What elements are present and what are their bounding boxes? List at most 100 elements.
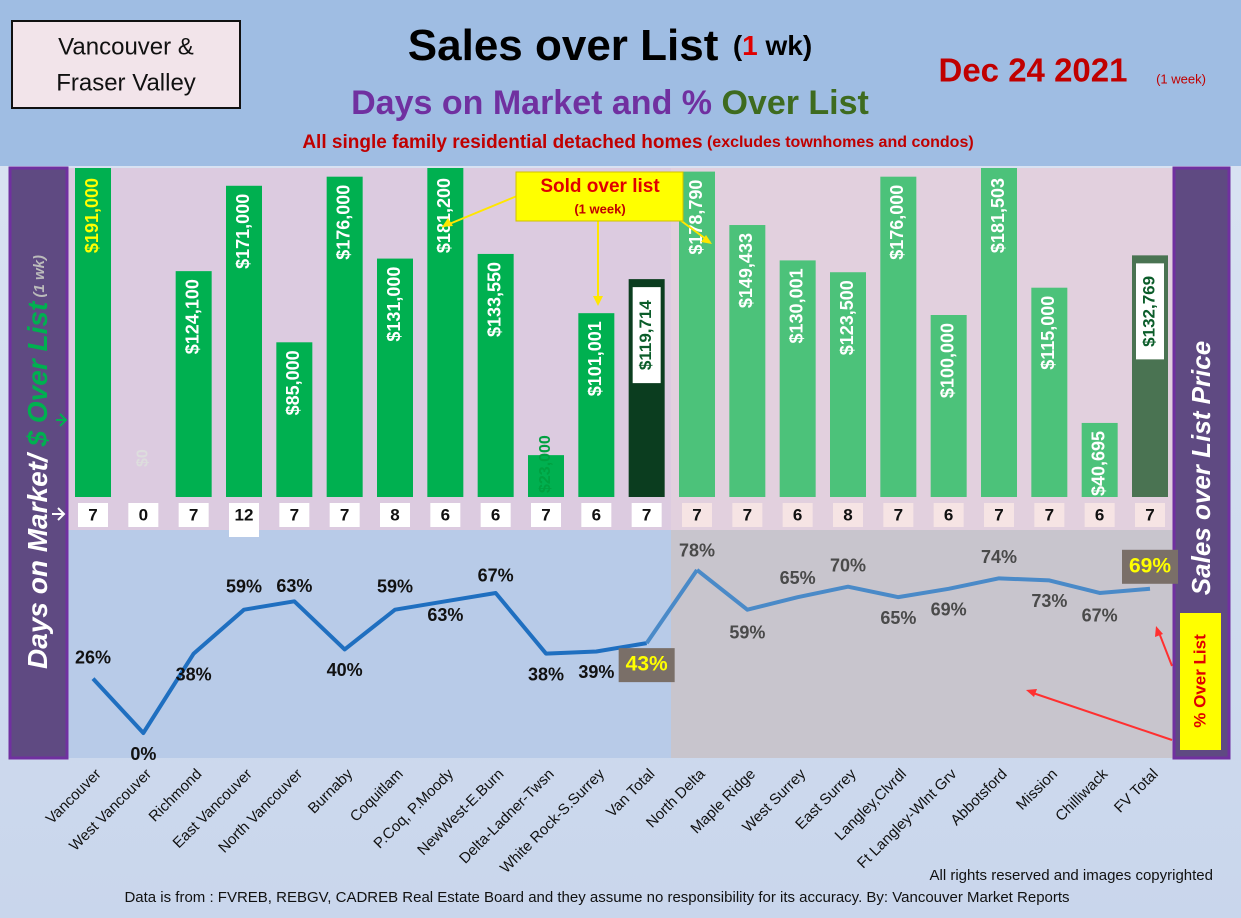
callout-text: % Over List — [1190, 634, 1209, 728]
value-label: 0% — [130, 744, 156, 764]
days-box — [581, 503, 612, 527]
title-note: wk) — [758, 30, 812, 61]
subtitle: Days on Market and % — [351, 84, 721, 122]
bar — [377, 258, 413, 497]
value-label: $0 — [135, 449, 152, 467]
days-box — [933, 503, 964, 527]
days-label: 0 — [139, 505, 148, 524]
left-axis-label: Days on Market/ $ Over List (1 wk) — [22, 255, 53, 669]
value-label: 43% — [626, 653, 668, 676]
subtitle-group: Days on Market and % Over List — [351, 84, 869, 122]
date-note: (1 week) — [1156, 71, 1206, 86]
days-label: 6 — [592, 505, 601, 524]
value-label: $123,500 — [837, 280, 857, 355]
value-label: $130,001 — [786, 268, 806, 343]
days-label: 7 — [541, 505, 550, 524]
description-group: All single family residential detached h… — [302, 132, 973, 153]
value-label: $101,001 — [585, 321, 605, 396]
value-label: $149,433 — [736, 233, 756, 308]
days-box — [128, 503, 159, 527]
value-label-box — [1136, 263, 1164, 360]
bar — [528, 455, 564, 497]
value-label: $191,000 — [82, 178, 102, 253]
bar — [1031, 287, 1068, 497]
region-box — [11, 20, 241, 109]
date: Dec 24 2021 — [939, 52, 1128, 89]
value-label: $119,714 — [636, 300, 655, 371]
days-label: 7 — [642, 505, 651, 524]
bar — [578, 313, 615, 497]
value-label: 63% — [427, 605, 463, 625]
days-label: 12 — [235, 505, 254, 524]
chart-title-group: Sales over List (1 wk) — [408, 21, 812, 70]
bar — [880, 176, 917, 497]
bar — [1081, 422, 1118, 497]
days-box — [329, 503, 360, 527]
days-box — [883, 503, 914, 527]
days-label: 6 — [793, 505, 802, 524]
footer: Data is from : FVREB, REBGV, CADREB Real… — [124, 889, 1069, 906]
days-label: 7 — [894, 505, 903, 524]
sold-callout: Sold over list (1 week) — [441, 171, 712, 306]
days-box — [984, 503, 1014, 527]
bar — [326, 176, 363, 497]
value-label: 59% — [377, 576, 413, 596]
line — [695, 568, 1151, 612]
days-label: 6 — [441, 505, 450, 524]
value-label: 63% — [276, 576, 312, 596]
callout-text: (1 week) — [574, 201, 625, 216]
value-label: $85,000 — [283, 350, 303, 415]
bar — [830, 272, 866, 497]
days-box — [1084, 503, 1115, 527]
bar — [175, 271, 212, 497]
value-label: 26% — [75, 647, 111, 667]
title-note: 1 — [742, 30, 758, 61]
region-background — [671, 530, 1173, 758]
days-box — [631, 503, 662, 527]
days-label: 7 — [994, 505, 1003, 524]
chart-title: Sales over List — [408, 21, 719, 70]
callout-box — [515, 171, 684, 222]
callout-box — [1180, 613, 1221, 750]
value-label: $131,000 — [384, 267, 404, 342]
days-label: 8 — [843, 505, 852, 524]
value-label: $115,000 — [1038, 296, 1058, 370]
axis-arrow — [52, 507, 66, 521]
days-label: 7 — [290, 505, 299, 524]
days-box — [782, 503, 813, 527]
bar — [930, 315, 967, 497]
days-box — [78, 503, 108, 527]
description-note: (excludes townhomes and condos) — [703, 134, 974, 151]
value-label: 67% — [1082, 606, 1118, 626]
axis-label-part: $ Over List — [22, 300, 53, 447]
description: All single family residential detached h… — [302, 132, 702, 153]
value-label: $132,769 — [1139, 276, 1158, 347]
bar-group — [75, 168, 1168, 498]
days-label: 7 — [88, 505, 97, 524]
days-label: 7 — [189, 505, 198, 524]
value-label: 73% — [1031, 591, 1067, 611]
region-line: Vancouver & — [58, 33, 194, 60]
value-label: 40% — [327, 660, 363, 680]
value-label: 38% — [176, 664, 212, 684]
footer: All rights reserved and images copyright… — [930, 867, 1213, 884]
value-label: 74% — [981, 547, 1017, 567]
days-label: 8 — [390, 505, 399, 524]
value-label: $178,790 — [686, 180, 706, 255]
bar — [779, 260, 816, 497]
days-box — [430, 503, 461, 527]
days-label: 6 — [491, 505, 500, 524]
value-label: $176,000 — [333, 185, 353, 260]
bar — [75, 168, 111, 497]
value-label: 78% — [679, 541, 715, 561]
value-label: 39% — [578, 662, 614, 682]
bar — [276, 342, 313, 497]
left-axis-box — [8, 166, 69, 760]
bar — [981, 168, 1017, 497]
axis-arrow — [56, 413, 68, 427]
days-box — [531, 503, 561, 527]
days-box — [279, 503, 310, 527]
days-box — [1135, 503, 1165, 527]
